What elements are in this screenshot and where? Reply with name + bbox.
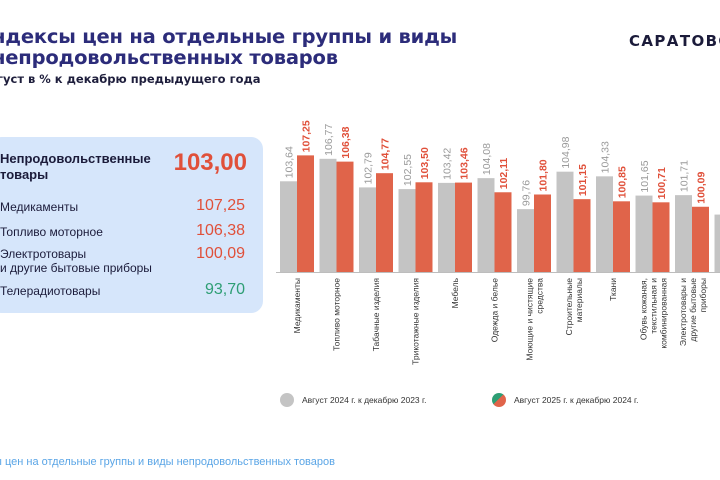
bar-prev-year [319,158,337,272]
category-label-line: Табачные изделия [371,278,381,352]
summary-item-row: Медикаменты 107,25 [0,197,263,219]
data-label: 103,64 [284,146,296,178]
category-label-line: приборы [698,278,708,313]
category-label: Трикотажные изделия [411,278,421,365]
bar-curr-year [336,161,354,272]
data-label: 101,71 [679,160,691,192]
summary-item-row: Топливо моторное 106,38 [0,222,263,244]
summary-item-label: Медикаменты [0,200,79,214]
category-label-line: комбинированная [659,278,669,349]
bar-curr-year [573,199,591,272]
data-label: 101,15 [577,164,589,196]
summary-item-row: Электротовары и другие бытовые приборы 1… [0,245,263,277]
bar-curr-year [415,182,433,272]
bar-prev-year [280,181,297,272]
bar-prev-year [596,176,613,272]
summary-headline-row: Непродовольственные товары 103,00 [0,147,263,191]
data-label: 99,76 [521,180,533,206]
category-label-line: Моющие и чистящие [525,278,535,361]
bar-prev-year [477,178,495,272]
summary-item-label: Топливо моторное [0,225,103,239]
category-label: Одежда и белье [490,278,500,342]
legend-label: Август 2024 г. к декабрю 2023 г. [302,395,427,405]
bar-prev-year [438,182,455,272]
category-label-line: Трикотажные изделия [411,278,421,365]
category-label-line: Электротовары и [678,278,688,346]
category-label-line: Ткани [608,278,618,301]
data-label: 100,71 [656,167,668,199]
brand-logo-text: САРАТОВС [629,32,720,50]
category-label-line: Топливо моторное [332,278,342,351]
bar-chart: 103,64 107,25 Медикаменты 106,77 106,38 Топли… [276,120,720,365]
bar-prev-year [556,171,574,272]
data-label: 103,42 [442,148,454,180]
footer-link[interactable]: ы цен на отдельные группы и виды непродо… [0,456,335,468]
data-label: 106,38 [340,126,352,158]
summary-item-label: Электротовары и другие бытовые приборы [0,247,152,275]
data-label: 104,33 [600,141,612,173]
category-label: Моющие и чистящиесредства [525,278,545,361]
category-label-line: материалы [574,278,584,322]
summary-item-value: 93,70 [204,281,245,298]
bar-prev-year [635,195,653,272]
bar-curr-year [613,201,630,272]
category-label: Ткани [608,278,618,301]
data-label: 102,79 [363,152,375,184]
bar-prev-year [675,195,692,272]
category-label: Табачные изделия [371,278,381,352]
summary-headline-label: Непродовольственные товары [0,151,151,182]
data-label: 102,55 [402,154,414,186]
category-label-line: Обувь кожаная, [639,278,649,340]
category-label-line: другие бытовые [688,278,698,342]
bar-curr-year [652,202,670,272]
category-label: Электротовары идругие бытовыеприборы [678,278,708,346]
data-label: 103,46 [459,147,471,179]
bar-curr-year [297,155,314,272]
data-label: 102,11 [498,158,510,190]
summary-item-row: Телерадиотовары 93,70 [0,281,263,303]
category-label-line: Медикаменты [292,278,302,333]
bar-curr-year [376,173,393,272]
data-label: 100,85 [617,166,629,198]
data-label: 101,65 [639,160,651,192]
page-title: ндексы цен на отдельные группы и виды не… [0,25,458,69]
page-subtitle: густ в % к декабрю предыдущего года [0,72,261,86]
data-label: 101,80 [538,159,550,191]
bar-prev-year [359,187,376,272]
summary-panel: Непродовольственные товары 103,00 Медика… [0,137,263,313]
category-label: Строительныематериалы [564,278,584,336]
bar-curr-year [455,182,472,272]
data-label: 107,25 [301,120,313,152]
bar-prev-year [714,214,720,272]
category-label-line: средства [535,278,545,314]
data-label: 103,50 [419,147,431,179]
category-label-line: Одежда и белье [490,278,500,342]
data-label: 100,09 [696,171,708,203]
category-label: Топливо моторное [332,278,342,351]
legend-label: Август 2025 г. к декабрю 2024 г. [514,395,639,405]
summary-item-value: 107,25 [196,197,245,214]
bar-curr-year [494,192,512,272]
category-label-line: текстильная и [649,278,659,334]
category-label: Медикаменты [292,278,302,333]
summary-item-value: 106,38 [196,222,245,239]
legend-marker-icon [280,393,294,407]
data-label: 104,77 [380,138,392,170]
summary-item-value: 100,09 [196,245,245,262]
legend-marker-icon [492,393,506,407]
category-label: Мебель [450,277,460,308]
category-label: Обувь кожаная,текстильная икомбинированн… [639,278,669,349]
summary-item-label: Телерадиотовары [0,284,101,298]
summary-headline-value: 103,00 [173,149,247,176]
bar-prev-year [517,209,534,272]
category-label-line: Мебель [450,277,460,308]
bar-curr-year [692,206,709,272]
data-label: 104,08 [481,143,493,175]
data-label: 106,77 [323,124,335,156]
category-label-line: Строительные [564,278,574,336]
data-label: 104,98 [560,136,572,168]
bar-curr-year [534,194,551,272]
chart-legend: Август 2024 г. к декабрю 2023 г. Август … [0,392,720,412]
bar-prev-year [398,189,416,272]
